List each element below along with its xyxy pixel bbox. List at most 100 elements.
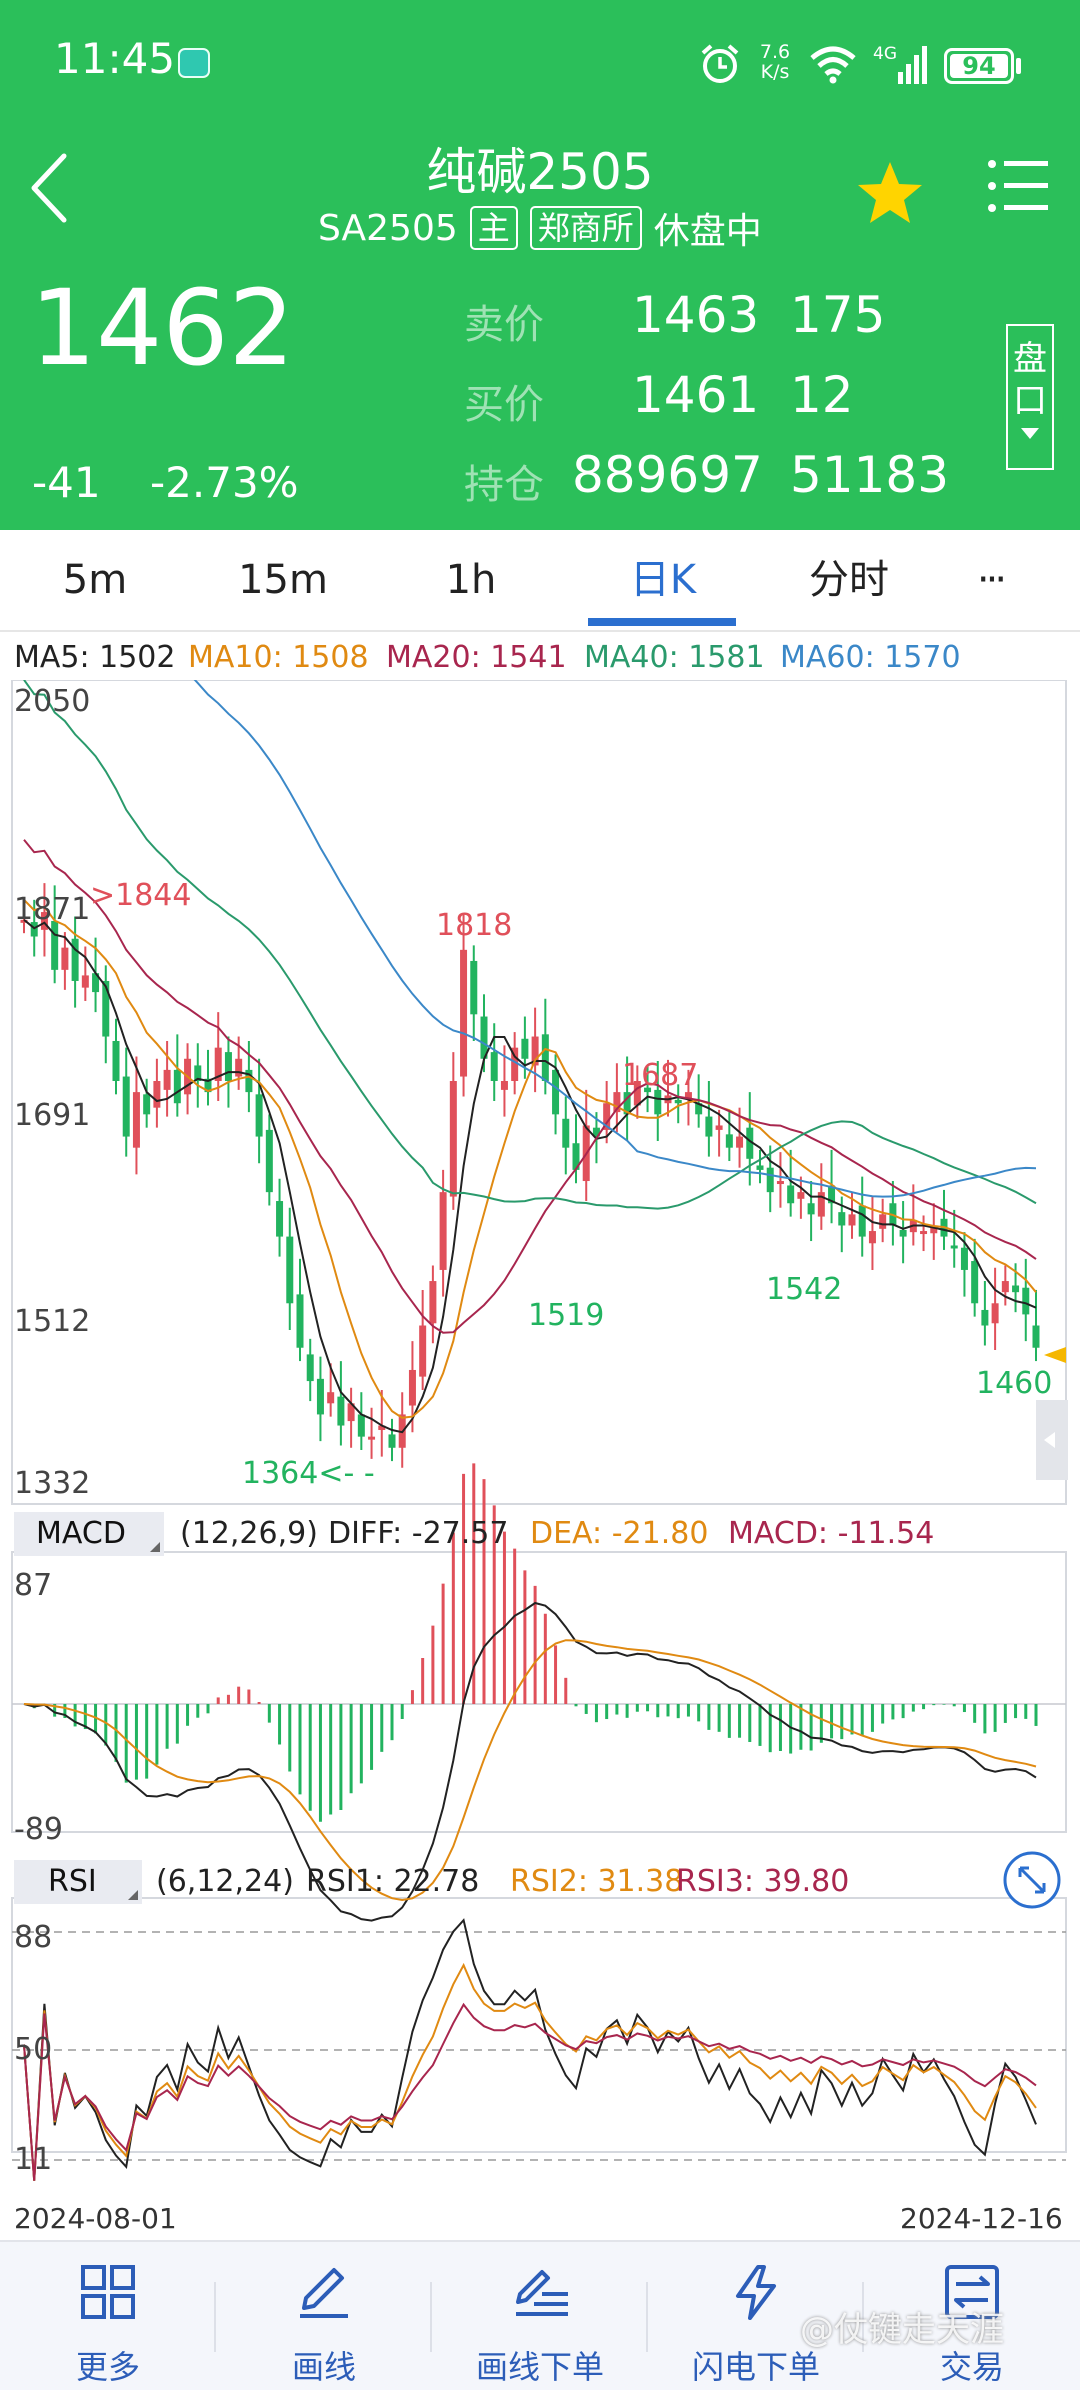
candle-body xyxy=(143,1094,151,1115)
candle-body xyxy=(807,1203,815,1215)
candle-body xyxy=(276,1201,284,1237)
ma10-line xyxy=(23,899,1037,1419)
rsi-level-label: 50 xyxy=(14,2032,53,2067)
pen-icon xyxy=(300,2268,348,2318)
candle-body xyxy=(838,1212,846,1226)
candle-body xyxy=(603,1103,611,1130)
tab-5m[interactable]: 5m xyxy=(62,557,128,603)
back-icon[interactable] xyxy=(26,150,70,226)
rsi12-line xyxy=(23,1962,1037,2181)
candle-body xyxy=(756,1165,764,1170)
open-interest-change: 51183 xyxy=(790,446,950,504)
kline-chart[interactable] xyxy=(0,680,1080,2220)
candle-body xyxy=(930,1225,938,1234)
menu-icon[interactable] xyxy=(986,156,1050,216)
rsi-tag: RSI xyxy=(48,1864,97,1899)
candle-body xyxy=(316,1378,324,1415)
candle-body xyxy=(879,1214,887,1229)
candle-body xyxy=(214,1047,222,1081)
ma40-line xyxy=(23,680,1037,1210)
candle-body xyxy=(224,1052,232,1081)
candle-body xyxy=(419,1325,427,1377)
candle-body xyxy=(92,973,100,993)
candle-body xyxy=(102,980,110,1037)
period-tabs: 5m 15m 1h 日K 分时 ··· xyxy=(0,530,1080,632)
candle-body xyxy=(235,1058,243,1077)
candle-body xyxy=(715,1125,723,1130)
candle-body xyxy=(848,1214,856,1226)
candle-body xyxy=(684,1092,692,1099)
candle-body xyxy=(460,949,468,1077)
ma60-label: MA60: 1570 xyxy=(780,640,961,675)
tab-more[interactable]: ··· xyxy=(976,557,1007,603)
star-icon[interactable] xyxy=(856,160,924,226)
bid-price: 1461 xyxy=(632,366,760,424)
fullscreen-icon[interactable] xyxy=(1002,1850,1062,1910)
rsi6-line xyxy=(23,1918,1037,2181)
orderbook-toggle-button[interactable]: 盘 口 xyxy=(1006,324,1054,470)
open-interest-label: 持仓 xyxy=(464,462,544,508)
candle-body xyxy=(378,1425,386,1430)
candle-body xyxy=(787,1185,795,1204)
tab-intraday[interactable]: 分时 xyxy=(809,557,889,603)
candle-body xyxy=(654,1089,662,1115)
low-annotation: 1364<- - xyxy=(242,1456,375,1491)
price-change-pct: -2.73% xyxy=(150,458,299,507)
price-change: -41 xyxy=(32,458,101,507)
candle-body xyxy=(20,919,28,923)
macd-params: (12,26,9) xyxy=(180,1516,318,1551)
candle-body xyxy=(552,1069,560,1115)
last-annotation: 1460 xyxy=(976,1366,1053,1401)
contract-title: 纯碱2505 xyxy=(426,143,654,201)
flash-order-button[interactable]: 闪电下单 xyxy=(656,2242,856,2390)
candle-body xyxy=(776,1181,784,1185)
ma10-label: MA10: 1508 xyxy=(188,640,369,675)
macd-tag: MACD xyxy=(36,1516,126,1551)
lightning-icon xyxy=(736,2265,776,2320)
rsi2-value: RSI2: 31.38 xyxy=(510,1864,684,1899)
candle-body xyxy=(991,1303,999,1324)
price-axis-label: 1512 xyxy=(14,1304,91,1339)
candle-body xyxy=(572,1143,580,1170)
tab-15m[interactable]: 15m xyxy=(238,557,328,603)
rsi1-value: RSI1: 22.78 xyxy=(306,1864,480,1899)
candle-body xyxy=(766,1167,774,1193)
annotation-1687: 1687 xyxy=(622,1058,699,1093)
rsi-indicator-selector[interactable]: RSI xyxy=(14,1860,142,1904)
tab-1h[interactable]: 1h xyxy=(445,557,497,603)
wifi-icon xyxy=(810,46,856,84)
ma60-line xyxy=(193,680,1037,1198)
more-button[interactable]: 更多 xyxy=(8,2242,208,2390)
candle-body xyxy=(153,1080,161,1108)
candle-body xyxy=(470,960,478,1015)
more-label: 更多 xyxy=(75,2348,140,2386)
candle-body xyxy=(633,1080,641,1106)
candle-body xyxy=(644,1087,652,1093)
trade-button[interactable]: 交易 xyxy=(872,2242,1072,2390)
net-speed-unit: K/s xyxy=(760,61,790,83)
battery-icon: 94 xyxy=(944,48,1014,84)
candle-body xyxy=(306,1354,314,1382)
ma5-label: MA5: 1502 xyxy=(14,640,176,675)
main-contract-badge: 主 xyxy=(469,206,518,250)
draw-order-button[interactable]: 画线下单 xyxy=(440,2242,640,2390)
tab-daily-k[interactable]: 日K xyxy=(629,557,697,603)
candle-body xyxy=(255,1094,263,1137)
trade-label: 交易 xyxy=(939,2348,1004,2386)
draw-line-label: 画线 xyxy=(291,2348,356,2386)
ma20-label: MA20: 1541 xyxy=(386,640,567,675)
active-tab-indicator xyxy=(588,618,736,626)
app-notification-icon xyxy=(178,48,210,78)
side-panel-toggle[interactable] xyxy=(1036,1400,1068,1480)
candle-body xyxy=(531,1036,539,1066)
contract-code: SA2505 xyxy=(318,207,458,249)
flash-order-label: 闪电下单 xyxy=(691,2348,820,2386)
draw-line-button[interactable]: 画线 xyxy=(224,2242,424,2390)
candle-body xyxy=(204,1078,212,1093)
macd-indicator-selector[interactable]: MACD xyxy=(14,1512,164,1556)
trade-icon xyxy=(945,2265,999,2319)
macd-value: MACD: -11.54 xyxy=(728,1516,935,1551)
caret-left-icon xyxy=(1044,1432,1055,1448)
candle-body xyxy=(797,1192,805,1199)
candle-body xyxy=(429,1281,437,1324)
